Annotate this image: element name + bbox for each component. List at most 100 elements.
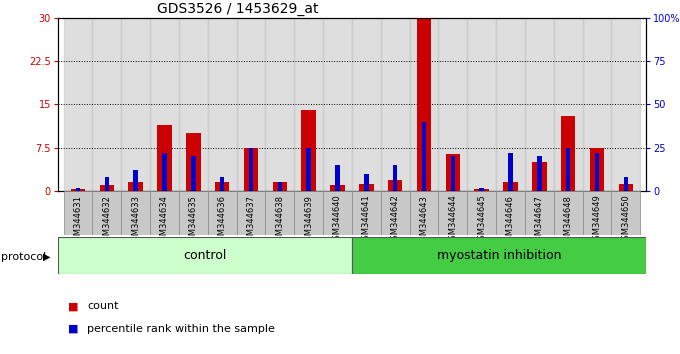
Text: GSM344645: GSM344645 (477, 195, 486, 245)
Text: percentile rank within the sample: percentile rank within the sample (87, 324, 275, 333)
Bar (439, 191, 467, 235)
Bar (583, 191, 611, 235)
Text: GSM344632: GSM344632 (102, 195, 112, 246)
Text: GSM344631: GSM344631 (73, 195, 82, 246)
Bar (105, 177, 109, 191)
Text: GSM344634: GSM344634 (160, 195, 169, 246)
Text: GSM344643: GSM344643 (420, 195, 428, 246)
Bar (467, 191, 496, 235)
Bar (307, 148, 311, 191)
Bar (63, 18, 92, 191)
Bar (381, 18, 409, 191)
Bar (467, 18, 496, 191)
Bar (71, 189, 85, 191)
Bar (294, 18, 323, 191)
Text: GSM344638: GSM344638 (275, 195, 284, 246)
Bar (92, 18, 121, 191)
Text: ■: ■ (68, 324, 78, 333)
Bar (554, 18, 583, 191)
Bar (445, 154, 460, 191)
Bar (409, 191, 439, 235)
Text: GSM344639: GSM344639 (304, 195, 313, 246)
Text: myostatin inhibition: myostatin inhibition (437, 249, 561, 262)
Bar (191, 156, 196, 191)
Bar (157, 125, 171, 191)
Bar (220, 177, 224, 191)
Bar (150, 18, 179, 191)
Text: GSM344637: GSM344637 (246, 195, 256, 246)
Bar (63, 191, 92, 235)
Bar (323, 191, 352, 235)
Bar (273, 183, 287, 191)
Text: GSM344636: GSM344636 (218, 195, 226, 246)
Bar (335, 165, 340, 191)
Text: protocol: protocol (1, 252, 47, 262)
Bar (566, 148, 571, 191)
Bar (479, 188, 484, 191)
Bar (381, 191, 409, 235)
Text: ■: ■ (68, 301, 78, 311)
Text: count: count (87, 301, 118, 311)
Bar (265, 18, 294, 191)
Bar (595, 153, 599, 191)
Text: GSM344646: GSM344646 (506, 195, 515, 246)
Bar (75, 188, 80, 191)
Bar (121, 191, 150, 235)
Text: GSM344650: GSM344650 (622, 195, 630, 245)
Bar (179, 18, 207, 191)
Bar (590, 148, 605, 191)
Bar (150, 191, 179, 235)
Bar (554, 191, 583, 235)
Bar (207, 191, 237, 235)
Bar (537, 156, 542, 191)
Bar (186, 133, 201, 191)
Bar (133, 170, 138, 191)
Bar (352, 18, 381, 191)
Bar (179, 191, 207, 235)
Bar (508, 153, 513, 191)
Text: control: control (183, 249, 226, 262)
Bar (294, 191, 323, 235)
Bar (265, 191, 294, 235)
Bar (323, 18, 352, 191)
Text: GSM344642: GSM344642 (390, 195, 400, 245)
Text: GSM344649: GSM344649 (592, 195, 602, 245)
Bar (352, 237, 646, 274)
Bar (359, 184, 373, 191)
Text: GSM344644: GSM344644 (448, 195, 458, 245)
Bar (561, 116, 575, 191)
Bar (496, 191, 525, 235)
Bar (451, 156, 455, 191)
Bar (525, 18, 554, 191)
Bar (439, 18, 467, 191)
Bar (624, 177, 628, 191)
Bar (58, 237, 352, 274)
Bar (583, 18, 611, 191)
Bar (99, 185, 114, 191)
Bar (475, 189, 489, 191)
Bar (525, 191, 554, 235)
Bar (249, 148, 253, 191)
Bar (409, 18, 439, 191)
Bar (243, 148, 258, 191)
Text: ▶: ▶ (42, 252, 50, 262)
Bar (393, 165, 397, 191)
Bar (388, 179, 403, 191)
Bar (237, 191, 265, 235)
Bar (364, 174, 369, 191)
Bar (162, 153, 167, 191)
Text: GSM344648: GSM344648 (564, 195, 573, 246)
Text: GSM344633: GSM344633 (131, 195, 140, 246)
Text: GSM344641: GSM344641 (362, 195, 371, 245)
Bar (619, 184, 633, 191)
Bar (121, 18, 150, 191)
Bar (611, 18, 641, 191)
Bar (92, 191, 121, 235)
Bar (496, 18, 525, 191)
Text: GDS3526 / 1453629_at: GDS3526 / 1453629_at (157, 2, 319, 16)
Bar (611, 191, 641, 235)
Bar (237, 18, 265, 191)
Bar (503, 183, 517, 191)
Bar (277, 183, 282, 191)
Bar (301, 110, 316, 191)
